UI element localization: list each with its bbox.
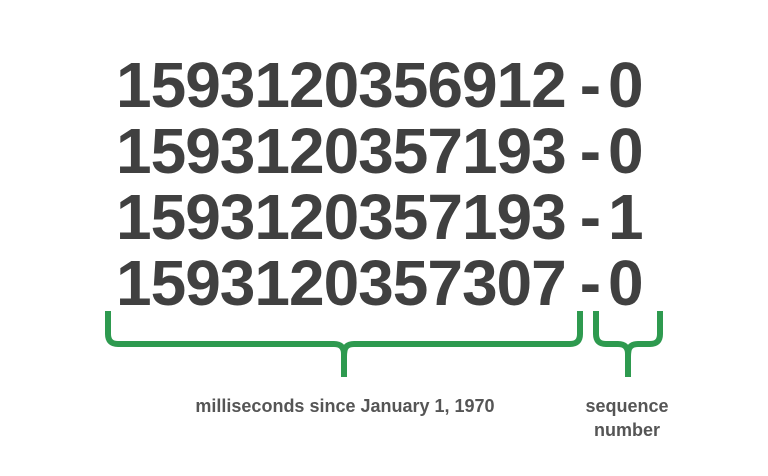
sequence-part: 0 — [608, 115, 644, 187]
id-separator: - — [579, 115, 601, 187]
stream-id-row: 1593120356912-0 — [116, 52, 676, 118]
sequence-label: sequence number — [564, 394, 690, 442]
stream-id-list: 1593120356912-0 1593120357193-0 15931203… — [116, 52, 676, 316]
stream-id-row: 1593120357307-0 — [116, 250, 676, 316]
id-separator: - — [579, 181, 601, 253]
sequence-brace — [593, 311, 663, 377]
sequence-part: 0 — [608, 49, 644, 121]
sequence-part: 1 — [608, 181, 644, 253]
sequence-label-line1: sequence — [585, 396, 669, 416]
sequence-label-line2: number — [593, 420, 660, 440]
timestamp-part: 1593120357307 — [116, 247, 567, 319]
timestamp-part: 1593120357193 — [116, 115, 567, 187]
timestamp-part: 1593120356912 — [116, 49, 567, 121]
timestamp-part: 1593120357193 — [116, 181, 567, 253]
id-separator: - — [579, 247, 601, 319]
sequence-part: 0 — [608, 247, 644, 319]
timestamp-brace — [105, 311, 583, 377]
stream-id-row: 1593120357193-1 — [116, 184, 676, 250]
timestamp-label: milliseconds since January 1, 1970 — [195, 396, 495, 416]
id-separator: - — [579, 49, 601, 121]
stream-id-row: 1593120357193-0 — [116, 118, 676, 184]
